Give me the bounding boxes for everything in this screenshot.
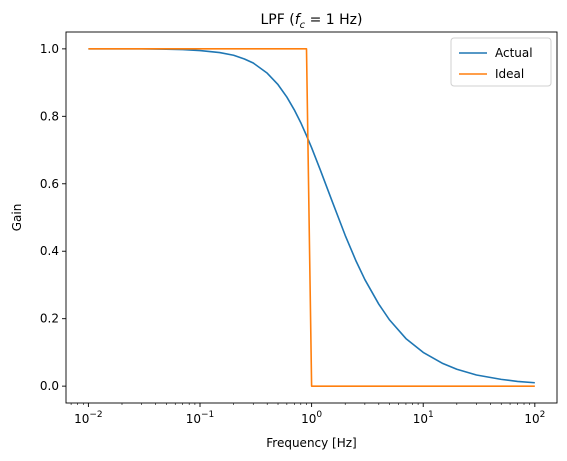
y-tick-label: 1.0 [40, 42, 59, 56]
x-tick-label: 10−2 [74, 410, 103, 426]
legend: Actual Ideal [450, 37, 552, 87]
title-suffix: = 1 Hz) [305, 12, 362, 28]
y-axis-label: Gain [10, 204, 24, 232]
x-tick-label: 10−1 [186, 410, 215, 426]
x-tick-label: 102 [524, 410, 545, 426]
series-lines [88, 48, 535, 387]
x-tick-label: 100 [301, 410, 322, 426]
series-line-actual [88, 48, 535, 384]
y-tick-label: 0.2 [40, 312, 59, 326]
title-prefix: LPF ( [261, 12, 295, 28]
y-tick-label: 0.6 [40, 177, 59, 191]
title-text: LPF (fc = 1 Hz) [261, 12, 363, 31]
plot-area [65, 31, 558, 404]
y-tick-label: 0.8 [40, 109, 59, 123]
legend-label-ideal: Ideal [495, 67, 524, 81]
y-tick-label: 0.0 [40, 379, 59, 393]
series-line-ideal [88, 48, 535, 387]
chart-title: LPF (fc = 1 Hz) [261, 12, 363, 31]
legend-label-actual: Actual [495, 46, 533, 60]
x-axis-label: Frequency [Hz] [266, 436, 357, 450]
x-axis-ticks: 10−2 10−1 100 101 102 [70, 403, 545, 426]
y-axis-ticks: 0.0 0.2 0.4 0.6 0.8 1.0 [40, 42, 66, 393]
x-tick-label: 101 [413, 410, 434, 426]
title-subscript: c [300, 20, 306, 31]
y-tick-label: 0.4 [40, 244, 59, 258]
title-variable: f [295, 12, 302, 28]
